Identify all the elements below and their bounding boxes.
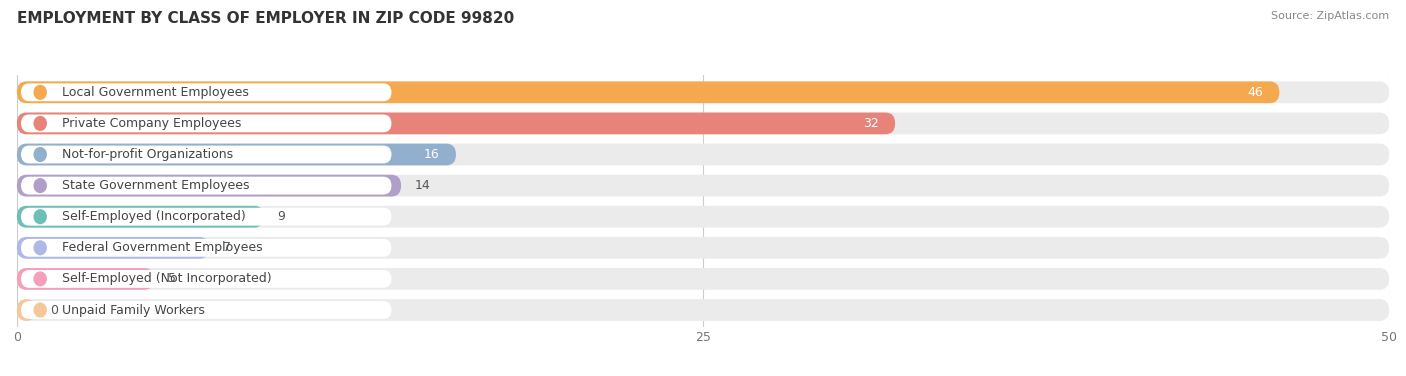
FancyBboxPatch shape bbox=[17, 237, 209, 259]
FancyBboxPatch shape bbox=[17, 144, 1389, 165]
Text: Private Company Employees: Private Company Employees bbox=[62, 117, 242, 130]
Circle shape bbox=[34, 241, 46, 255]
Text: 32: 32 bbox=[863, 117, 879, 130]
FancyBboxPatch shape bbox=[17, 175, 401, 197]
FancyBboxPatch shape bbox=[17, 268, 1389, 290]
Text: Federal Government Employees: Federal Government Employees bbox=[62, 241, 263, 254]
Text: Not-for-profit Organizations: Not-for-profit Organizations bbox=[62, 148, 233, 161]
Text: Source: ZipAtlas.com: Source: ZipAtlas.com bbox=[1271, 11, 1389, 21]
FancyBboxPatch shape bbox=[17, 299, 37, 321]
FancyBboxPatch shape bbox=[21, 146, 391, 164]
Circle shape bbox=[34, 210, 46, 224]
FancyBboxPatch shape bbox=[17, 299, 1389, 321]
FancyBboxPatch shape bbox=[17, 237, 1389, 259]
FancyBboxPatch shape bbox=[17, 175, 1389, 197]
Text: 14: 14 bbox=[415, 179, 430, 192]
Text: 7: 7 bbox=[222, 241, 231, 254]
FancyBboxPatch shape bbox=[21, 177, 391, 194]
FancyBboxPatch shape bbox=[21, 208, 391, 226]
Circle shape bbox=[34, 117, 46, 130]
Text: Self-Employed (Incorporated): Self-Employed (Incorporated) bbox=[62, 210, 246, 223]
FancyBboxPatch shape bbox=[17, 144, 456, 165]
FancyBboxPatch shape bbox=[17, 112, 896, 134]
Circle shape bbox=[34, 85, 46, 99]
Text: 16: 16 bbox=[423, 148, 440, 161]
Circle shape bbox=[34, 272, 46, 286]
FancyBboxPatch shape bbox=[21, 301, 391, 319]
Text: 0: 0 bbox=[49, 303, 58, 317]
FancyBboxPatch shape bbox=[21, 239, 391, 257]
Text: State Government Employees: State Government Employees bbox=[62, 179, 250, 192]
Circle shape bbox=[34, 179, 46, 193]
FancyBboxPatch shape bbox=[17, 206, 264, 227]
FancyBboxPatch shape bbox=[17, 268, 155, 290]
Text: EMPLOYMENT BY CLASS OF EMPLOYER IN ZIP CODE 99820: EMPLOYMENT BY CLASS OF EMPLOYER IN ZIP C… bbox=[17, 11, 515, 26]
Text: 5: 5 bbox=[167, 273, 176, 285]
Circle shape bbox=[34, 303, 46, 317]
Text: Local Government Employees: Local Government Employees bbox=[62, 86, 249, 99]
FancyBboxPatch shape bbox=[21, 270, 391, 288]
FancyBboxPatch shape bbox=[17, 82, 1279, 103]
FancyBboxPatch shape bbox=[17, 112, 1389, 134]
FancyBboxPatch shape bbox=[21, 83, 391, 101]
FancyBboxPatch shape bbox=[17, 82, 1389, 103]
Circle shape bbox=[34, 148, 46, 161]
FancyBboxPatch shape bbox=[21, 114, 391, 132]
Text: 46: 46 bbox=[1247, 86, 1263, 99]
Text: 9: 9 bbox=[277, 210, 285, 223]
FancyBboxPatch shape bbox=[17, 206, 1389, 227]
Text: Unpaid Family Workers: Unpaid Family Workers bbox=[62, 303, 205, 317]
Text: Self-Employed (Not Incorporated): Self-Employed (Not Incorporated) bbox=[62, 273, 271, 285]
